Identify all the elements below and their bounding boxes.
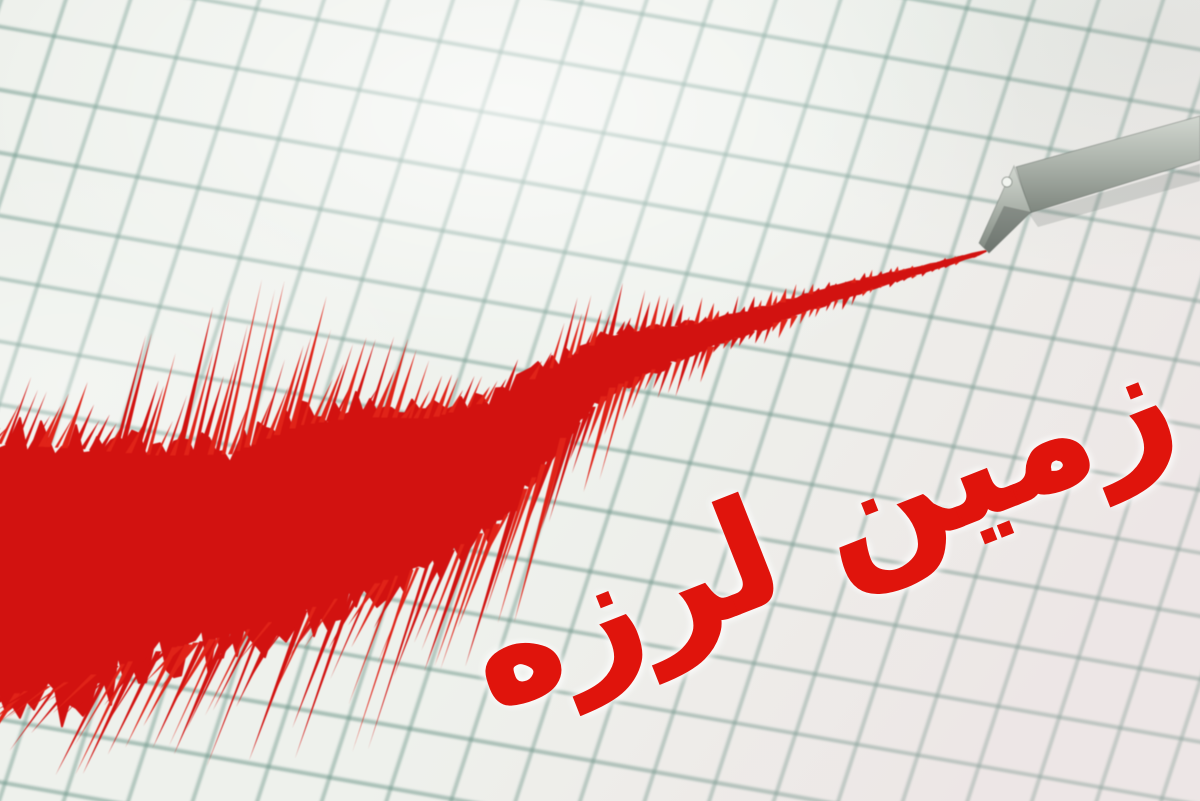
seismogram-trace xyxy=(0,250,987,776)
pen-arm xyxy=(978,115,1200,254)
pen-arm-hole xyxy=(1001,176,1013,188)
